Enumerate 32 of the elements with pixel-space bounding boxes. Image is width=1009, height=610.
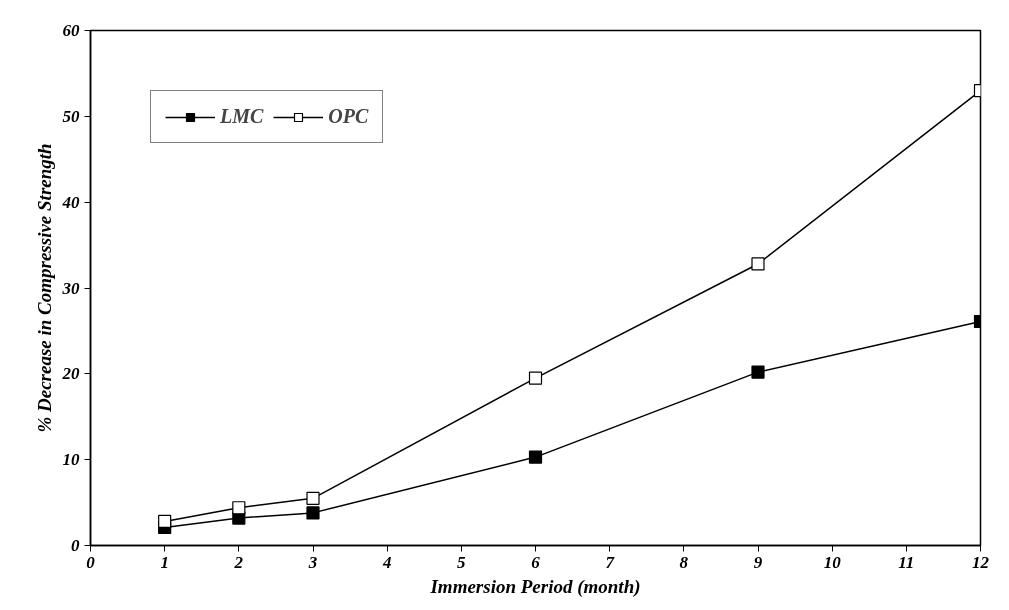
y-tick-label: 30 — [61, 278, 80, 298]
legend-label: OPC — [328, 105, 369, 128]
x-tick-label: 5 — [457, 552, 467, 572]
point — [751, 257, 765, 271]
x-tick-label: 8 — [679, 552, 689, 572]
x-tick-label: 2 — [233, 552, 244, 572]
y-tick-label: 0 — [71, 536, 80, 555]
y-tick-label: 40 — [61, 192, 80, 212]
point — [528, 450, 543, 464]
point — [232, 501, 246, 515]
point — [306, 491, 320, 505]
y-tick-label: 50 — [62, 106, 80, 126]
x-tick-label: 1 — [160, 552, 169, 572]
x-tick-label: 9 — [753, 552, 763, 572]
point — [751, 365, 765, 379]
y-axis-title: % Decrease in Compressive Strength — [33, 143, 55, 433]
x-tick-label: 12 — [972, 552, 990, 572]
x-tick-label: 7 — [605, 552, 616, 572]
point — [306, 506, 320, 520]
x-tick-label: 3 — [307, 552, 318, 572]
x-tick-label: 11 — [898, 552, 915, 572]
x-axis-title: Immersion Period (month) — [429, 575, 641, 598]
point — [158, 514, 172, 529]
x-tick-label: 0 — [86, 552, 96, 572]
x-tick-label: 6 — [531, 552, 541, 572]
y-tick-label: 10 — [62, 450, 80, 470]
legend-label: LMC — [220, 105, 264, 128]
y-tick-label: 60 — [62, 21, 80, 40]
y-tick-label: 20 — [61, 364, 80, 384]
x-tick-label: 4 — [381, 552, 392, 572]
point — [528, 371, 543, 385]
x-tick-label: 10 — [823, 552, 842, 572]
